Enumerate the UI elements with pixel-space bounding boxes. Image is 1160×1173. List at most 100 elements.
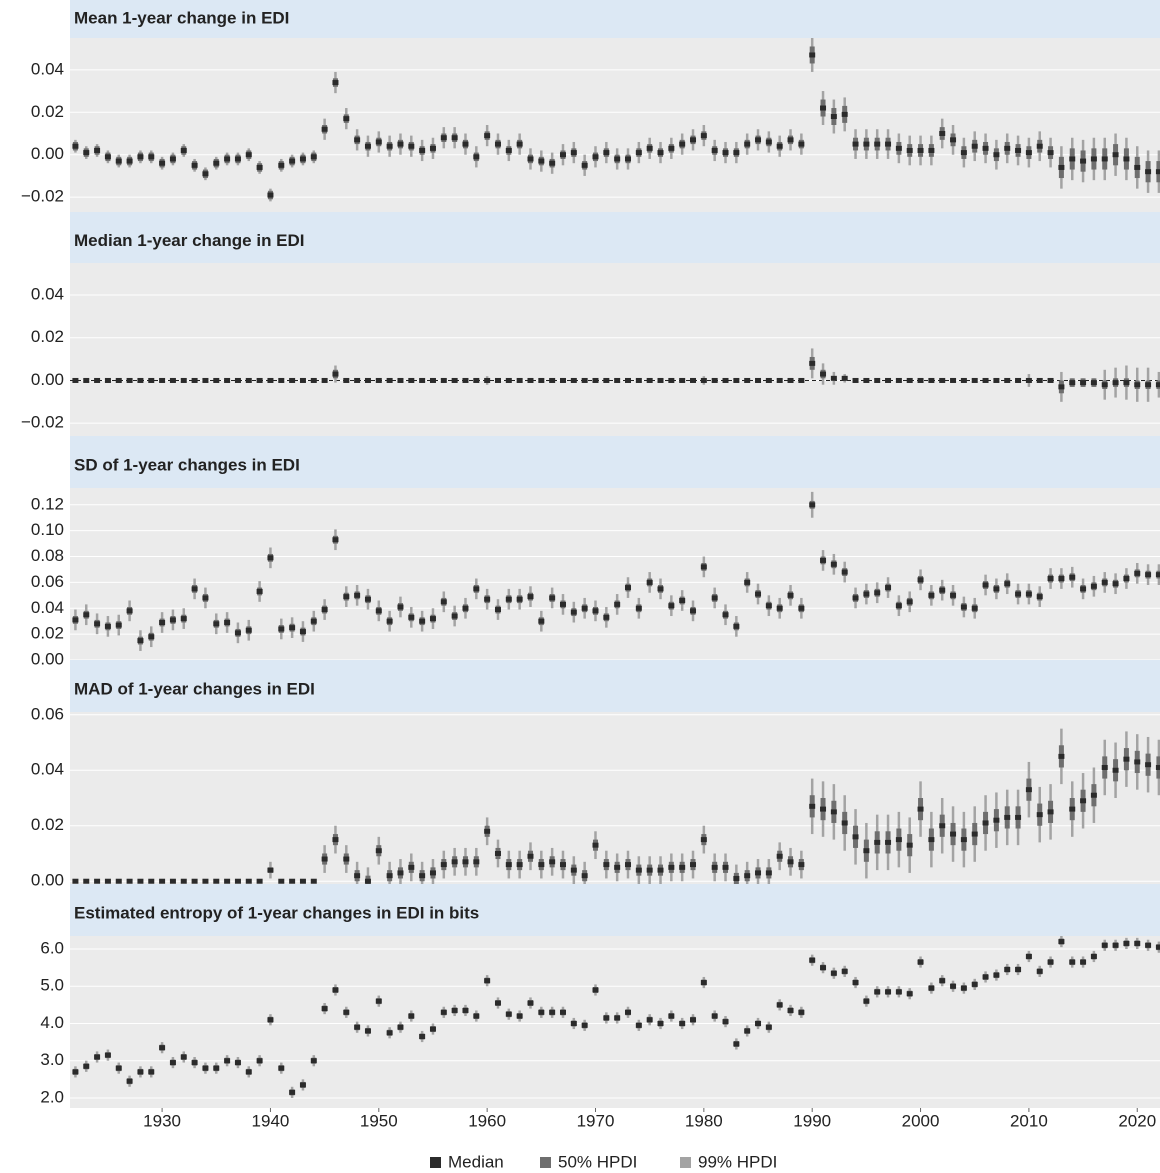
- median: [700, 133, 707, 139]
- median: [1155, 764, 1160, 770]
- median: [1015, 591, 1022, 597]
- median: [960, 150, 967, 156]
- median: [863, 377, 870, 383]
- median: [159, 377, 166, 383]
- median: [733, 1041, 740, 1047]
- median: [971, 981, 978, 987]
- median: [1112, 380, 1119, 386]
- median: [1015, 147, 1022, 153]
- median: [375, 998, 382, 1004]
- median: [505, 1011, 512, 1017]
- y-tick-label: 0.02: [31, 102, 64, 121]
- median: [1058, 576, 1065, 582]
- median: [841, 820, 848, 826]
- median: [1090, 156, 1097, 162]
- median: [1155, 169, 1160, 175]
- y-tick-label: 0.00: [31, 370, 64, 389]
- median: [213, 1065, 220, 1071]
- median: [1069, 806, 1076, 812]
- median: [852, 980, 859, 986]
- median: [354, 873, 361, 879]
- median: [928, 377, 935, 383]
- median: [180, 1054, 187, 1060]
- median: [473, 859, 480, 865]
- median: [668, 603, 675, 609]
- median: [625, 377, 632, 383]
- y-tick-label: 0.06: [31, 572, 64, 591]
- median: [657, 150, 664, 156]
- median: [1036, 812, 1043, 818]
- median: [343, 116, 350, 122]
- median: [115, 377, 122, 383]
- median: [809, 502, 816, 508]
- median: [820, 557, 827, 563]
- median: [765, 1024, 772, 1030]
- median: [234, 377, 241, 383]
- median: [126, 1078, 133, 1084]
- median: [538, 862, 545, 868]
- median: [538, 618, 545, 624]
- median: [960, 837, 967, 843]
- median: [1015, 967, 1022, 973]
- median: [494, 377, 501, 383]
- y-tick-label: 0.04: [31, 598, 64, 617]
- plot-area: [70, 936, 1160, 1108]
- median: [657, 377, 664, 383]
- median: [104, 377, 111, 383]
- median: [787, 137, 794, 143]
- median: [429, 870, 436, 876]
- median: [744, 873, 751, 879]
- median: [906, 147, 913, 153]
- median: [755, 591, 762, 597]
- median: [94, 878, 101, 884]
- median: [484, 828, 491, 834]
- median: [971, 831, 978, 837]
- median: [690, 862, 697, 868]
- median: [386, 618, 393, 624]
- median: [180, 616, 187, 622]
- median: [928, 592, 935, 598]
- median: [289, 878, 296, 884]
- median: [581, 162, 588, 168]
- median: [83, 878, 90, 884]
- median: [874, 839, 881, 845]
- median: [581, 1022, 588, 1028]
- median: [603, 862, 610, 868]
- median: [267, 1017, 274, 1023]
- y-tick-label: −0.02: [21, 187, 64, 206]
- median: [1047, 377, 1054, 383]
- median: [733, 875, 740, 881]
- median: [115, 622, 122, 628]
- median: [1101, 156, 1108, 162]
- median: [462, 605, 469, 611]
- median: [1036, 968, 1043, 974]
- median: [310, 1058, 317, 1064]
- median: [885, 989, 892, 995]
- median: [245, 152, 252, 158]
- median: [982, 582, 989, 588]
- median: [169, 377, 176, 383]
- x-tick-label: 1990: [793, 1111, 831, 1130]
- median: [787, 592, 794, 598]
- median: [1123, 576, 1130, 582]
- median: [570, 150, 577, 156]
- median: [1090, 792, 1097, 798]
- median: [137, 154, 144, 160]
- median: [1123, 940, 1130, 946]
- median: [570, 609, 577, 615]
- median: [267, 192, 274, 198]
- median: [180, 147, 187, 153]
- median: [321, 607, 328, 613]
- median: [635, 150, 642, 156]
- median: [364, 377, 371, 383]
- median: [993, 817, 1000, 823]
- median: [603, 614, 610, 620]
- median: [94, 147, 101, 153]
- median: [668, 377, 675, 383]
- median: [570, 1020, 577, 1026]
- median: [1112, 152, 1119, 158]
- median: [224, 156, 231, 162]
- median: [354, 1024, 361, 1030]
- median: [1134, 382, 1141, 388]
- legend-label: Median: [448, 1152, 504, 1171]
